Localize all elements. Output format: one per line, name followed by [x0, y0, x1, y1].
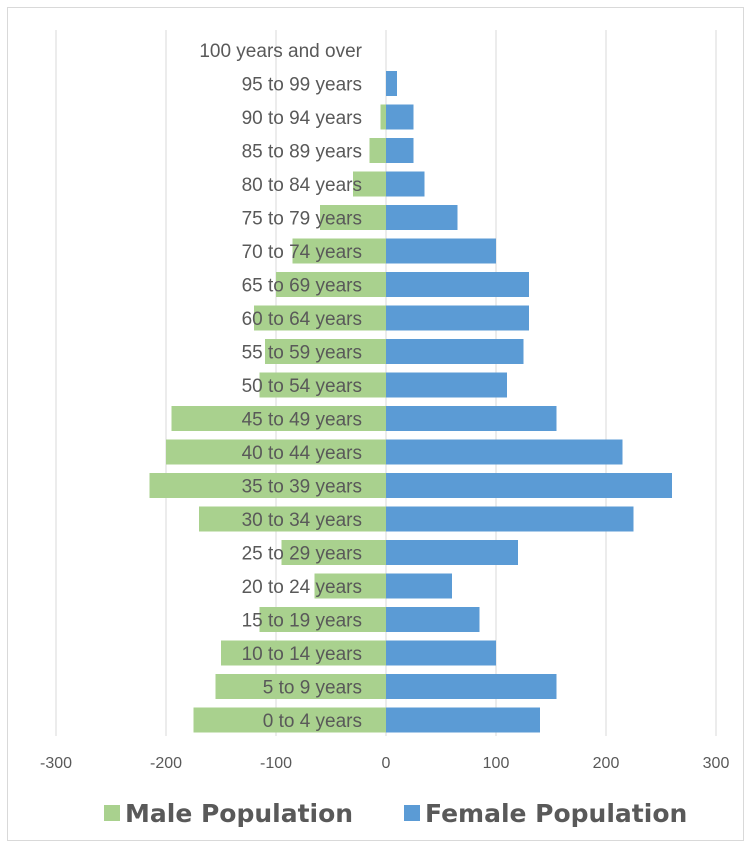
female-bar [386, 473, 672, 498]
category-label: 75 to 79 years [242, 209, 362, 230]
male-bar [193, 707, 386, 733]
female-bar [386, 205, 458, 230]
female-bar [386, 305, 529, 331]
category-label: 70 to 74 years [242, 242, 362, 263]
population-pyramid-chart: 0 to 4 years 5 to 9 years 10 to 14 years 15… [40, 30, 729, 828]
male-bar [149, 473, 386, 498]
category-label: 10 to 14 years [242, 644, 362, 665]
female-bar [386, 540, 518, 565]
category-label: 25 to 29 years [242, 544, 362, 565]
male-bar [254, 305, 386, 331]
x-tick-label: -200 [150, 755, 182, 772]
male-bar [221, 640, 386, 666]
category-label: 30 to 34 years [242, 510, 362, 531]
category-label: 55 to 59 years [242, 343, 362, 364]
x-axis-ticks: -300 -200 -100 0 100 200 300 [40, 755, 729, 772]
male-bar [320, 205, 386, 230]
male-bar [166, 439, 386, 465]
female-bar [386, 104, 414, 130]
male-bar [259, 607, 386, 632]
category-labels: 0 to 4 years 5 to 9 years 10 to 14 years 15… [199, 41, 362, 732]
female-bar [386, 439, 623, 465]
male-bar [369, 138, 386, 163]
category-label: 50 to 54 years [242, 376, 362, 397]
category-label: 85 to 89 years [242, 142, 362, 163]
legend-swatch [104, 805, 120, 821]
male-bar [314, 573, 386, 599]
male-bar [265, 339, 386, 364]
female-bar [386, 607, 480, 632]
category-label: 60 to 64 years [242, 309, 362, 330]
male-bar [276, 272, 386, 297]
male-bar [281, 540, 386, 565]
legend-label: Male Population [125, 799, 353, 828]
category-label: 95 to 99 years [242, 75, 362, 96]
female-bar [386, 171, 425, 197]
x-tick-label: 0 [382, 755, 391, 772]
female-bar [386, 138, 414, 163]
female-bar [386, 506, 634, 532]
female-bar [386, 71, 397, 96]
female-bar [386, 674, 557, 699]
category-label: 65 to 69 years [242, 276, 362, 297]
category-label: 40 to 44 years [242, 443, 362, 464]
legend-swatch [404, 805, 420, 821]
female-bar [386, 238, 496, 264]
category-label: 35 to 39 years [242, 477, 362, 498]
category-label: 5 to 9 years [263, 678, 362, 699]
legend-label: Female Population [425, 799, 687, 828]
female-bar [386, 406, 557, 431]
category-label: 20 to 24 years [242, 577, 362, 598]
category-label: 80 to 84 years [242, 175, 362, 196]
male-bar [259, 372, 386, 398]
x-tick-label: 100 [483, 755, 510, 772]
female-bar [386, 640, 496, 666]
female-bar [386, 707, 540, 733]
male-bar [380, 104, 386, 130]
male-bar [292, 238, 386, 264]
chart-frame: 0 to 4 years 5 to 9 years 10 to 14 years 15… [7, 7, 744, 841]
category-label: 0 to 4 years [263, 711, 362, 732]
male-bar [171, 406, 386, 431]
male-bar [215, 674, 386, 699]
male-bar [199, 506, 386, 532]
male-bar [353, 171, 386, 197]
category-label: 15 to 19 years [242, 611, 362, 632]
category-label: 45 to 49 years [242, 410, 362, 431]
female-bar [386, 372, 507, 398]
female-bar [386, 573, 452, 599]
x-tick-label: -300 [40, 755, 72, 772]
x-tick-label: -100 [260, 755, 292, 772]
x-tick-label: 200 [593, 755, 620, 772]
category-label: 90 to 94 years [242, 108, 362, 129]
x-tick-label: 300 [703, 755, 730, 772]
category-label: 100 years and over [199, 41, 362, 62]
bars [149, 71, 672, 733]
legend: Male Population Female Population [104, 799, 687, 828]
female-bar [386, 272, 529, 297]
female-bar [386, 339, 524, 364]
